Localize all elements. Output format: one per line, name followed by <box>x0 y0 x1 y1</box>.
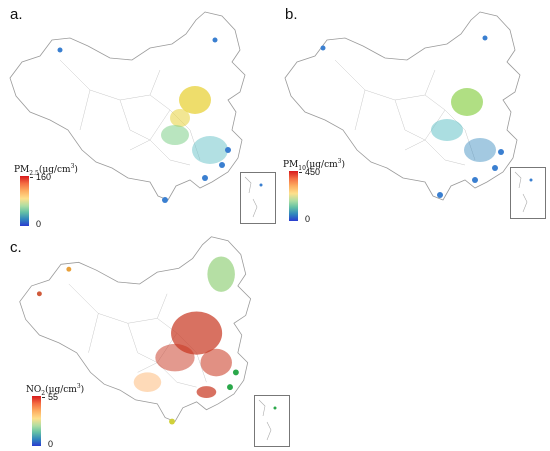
legend-max: 55 <box>48 392 59 402</box>
china-outline <box>284 11 521 201</box>
legend: PM10(µg/cm3) 450 0 <box>283 158 353 224</box>
east-coast-points <box>57 37 231 203</box>
legend-max: 160 <box>36 172 52 182</box>
legend: NO2(µg/cm3) 55 0 <box>26 383 96 449</box>
legend-min: 0 <box>305 214 311 224</box>
china-outline <box>19 236 252 423</box>
panel-b: b. PM10(µg/cm3) 450 0 <box>275 0 550 230</box>
hotspot-cluster <box>431 88 496 162</box>
hotspot-cluster <box>133 256 235 398</box>
china-map <box>284 11 521 201</box>
legend: PM2.5(µg/cm3) 160 0 <box>14 163 84 229</box>
panel-label: b. <box>285 6 298 23</box>
panel-label: a. <box>10 6 23 23</box>
panel-c: c. NO2(µg/cm3) 55 0 <box>0 225 290 451</box>
china-map <box>9 11 246 203</box>
legend-title: PM2.5(µg/cm3) <box>14 163 78 177</box>
china-outline <box>9 11 246 201</box>
south-china-sea-inset <box>240 172 276 224</box>
color-bar <box>32 396 41 446</box>
province-lines <box>59 59 201 166</box>
color-bar <box>20 176 29 226</box>
province-lines <box>334 59 476 166</box>
china-map <box>19 236 252 425</box>
legend-title: PM10(µg/cm3) <box>283 158 345 172</box>
legend-title: NO2(µg/cm3) <box>26 383 85 397</box>
panel-label: c. <box>10 239 22 256</box>
hotspot-cluster <box>161 86 228 164</box>
east-coast-points <box>36 266 239 425</box>
south-china-sea-inset <box>510 167 546 219</box>
legend-max: 450 <box>305 167 321 177</box>
east-coast-points <box>320 35 504 198</box>
legend-min: 0 <box>36 219 42 229</box>
color-bar <box>289 171 298 221</box>
legend-min: 0 <box>48 439 54 449</box>
south-china-sea-inset <box>254 395 290 447</box>
panel-a: a. PM2.5(µg/cm3) 160 0 <box>0 0 276 230</box>
